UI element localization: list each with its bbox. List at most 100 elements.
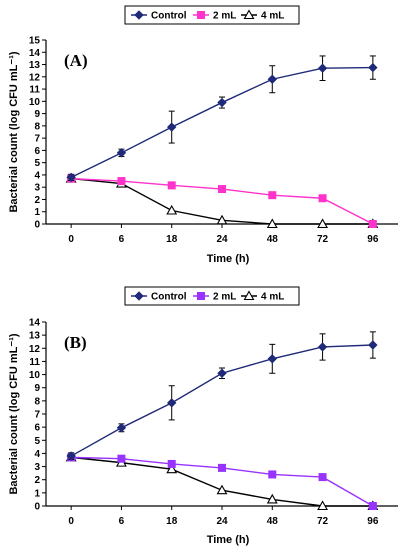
legend-label: 4 mL <box>261 11 284 22</box>
x-tick-label: 18 <box>166 234 178 245</box>
data-point <box>317 218 329 229</box>
y-tick-label: 6 <box>34 146 40 157</box>
data-point <box>166 463 178 474</box>
y-tick-label: 11 <box>29 357 40 368</box>
data-point <box>167 122 177 132</box>
y-tick-label: 10 <box>29 370 41 381</box>
x-tick-label: 24 <box>216 234 228 245</box>
legend-label: 4 mL <box>261 292 284 303</box>
legend-label: Control <box>151 11 187 22</box>
legend-entry: 4 mL <box>241 9 284 22</box>
series-control <box>66 331 378 461</box>
legend-entry: 2 mL <box>193 292 236 303</box>
panel-label: (B) <box>64 333 87 352</box>
legend-marker <box>243 9 255 20</box>
x-tick-label: 0 <box>68 516 74 527</box>
y-tick-label: 6 <box>34 423 40 434</box>
data-point <box>268 191 277 200</box>
y-tick-label: 14 <box>29 318 41 329</box>
y-axis-title: Bacterial count (log CFU mL⁻¹) <box>8 51 20 212</box>
data-point <box>318 473 327 482</box>
data-point <box>167 181 176 190</box>
x-tick-label: 6 <box>119 234 125 245</box>
data-point <box>317 63 328 73</box>
y-tick-label: 1 <box>34 488 40 499</box>
data-point <box>116 148 127 158</box>
legend-marker <box>197 11 205 19</box>
x-axis-title: Time (h) <box>207 534 250 546</box>
legend-marker <box>243 290 255 301</box>
data-point <box>117 177 126 186</box>
legend-label: Control <box>151 292 187 303</box>
data-point <box>217 97 227 108</box>
data-point <box>368 62 378 73</box>
data-point <box>217 368 227 378</box>
y-tick-label: 5 <box>34 436 40 447</box>
legend-box <box>124 286 300 306</box>
legend-marker <box>134 291 144 301</box>
data-point <box>266 218 278 229</box>
series-4-ml <box>65 172 379 229</box>
y-tick-label: 13 <box>29 60 41 71</box>
y-tick-label: 11 <box>29 85 40 96</box>
data-point <box>167 459 176 468</box>
y-tick-label: 14 <box>29 48 41 59</box>
x-tick-label: 72 <box>317 234 329 245</box>
x-tick-label: 96 <box>367 234 379 245</box>
data-point <box>268 470 277 479</box>
y-tick-label: 9 <box>34 383 40 394</box>
y-tick-label: 2 <box>34 195 40 206</box>
y-tick-label: 0 <box>34 502 40 513</box>
y-tick-label: 12 <box>29 344 41 355</box>
data-point <box>218 185 226 194</box>
legend-label: 2 mL <box>213 11 236 22</box>
y-axis-title: Bacterial count (log CFU mL⁻¹) <box>8 333 20 494</box>
data-point <box>317 500 329 511</box>
legend: Control 2 mL 4 mL <box>124 5 300 25</box>
data-point <box>116 423 127 433</box>
y-tick-label: 12 <box>29 72 41 83</box>
x-tick-label: 18 <box>166 516 178 527</box>
legend-entry: 2 mL <box>193 11 236 22</box>
data-point <box>368 502 377 510</box>
legend: Control 2 mL 4 mL <box>124 286 300 306</box>
x-tick-label: 72 <box>317 516 329 527</box>
data-point <box>166 204 178 215</box>
panel-label: (A) <box>64 51 88 70</box>
x-tick-label: 0 <box>68 234 74 245</box>
data-point <box>267 74 277 84</box>
data-point <box>317 342 328 352</box>
y-tick-label: 2 <box>34 475 40 486</box>
x-tick-label: 6 <box>119 516 125 527</box>
x-tick-label: 24 <box>216 516 228 527</box>
y-tick-label: 7 <box>34 134 40 145</box>
data-point <box>117 454 126 463</box>
y-tick-label: 4 <box>34 170 40 181</box>
x-axis-title: Time (h) <box>207 253 250 265</box>
legend-entry: 4 mL <box>241 290 284 303</box>
legend-entry: Control <box>131 10 187 22</box>
y-tick-label: 0 <box>34 220 40 231</box>
legend-marker <box>197 292 205 300</box>
y-tick-label: 15 <box>29 36 41 47</box>
y-tick-label: 13 <box>29 331 41 342</box>
legend-marker <box>134 10 144 20</box>
data-point <box>66 172 76 183</box>
y-tick-label: 7 <box>34 410 40 421</box>
x-tick-label: 96 <box>367 516 379 527</box>
series-control <box>66 55 378 183</box>
data-point <box>218 463 226 472</box>
y-tick-label: 1 <box>34 207 40 218</box>
y-tick-label: 9 <box>34 109 40 120</box>
y-tick-label: 8 <box>34 121 40 132</box>
y-tick-label: 8 <box>34 396 40 407</box>
data-point <box>66 451 76 461</box>
data-point <box>368 340 378 350</box>
legend-entry: Control <box>131 291 187 303</box>
data-point <box>318 194 327 203</box>
legend-box <box>124 5 300 25</box>
data-point <box>267 354 277 364</box>
y-tick-label: 3 <box>34 183 40 194</box>
